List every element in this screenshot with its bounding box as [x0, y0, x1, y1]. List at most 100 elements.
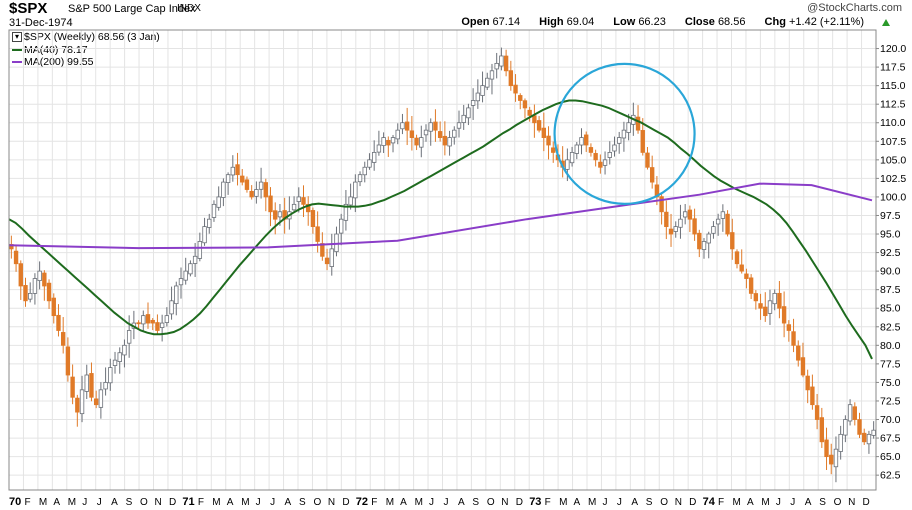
candle-body — [46, 282, 52, 302]
candle-body — [852, 406, 857, 420]
pin-icon[interactable]: ▾ — [12, 32, 22, 43]
open-value: 67.14 — [492, 16, 521, 28]
candle-body — [475, 92, 481, 102]
candle-body — [598, 161, 603, 168]
candle-body — [230, 166, 236, 176]
candle-body — [796, 345, 801, 361]
candle-body — [814, 405, 820, 420]
candle-body — [574, 144, 579, 154]
chart-legend: ▾ $SPX (Weekly) 68.56 (3 Jan) MA(40) 78.1… — [12, 31, 160, 69]
legend-ma200: MA(200) 99.55 — [12, 56, 160, 69]
candle-body — [79, 389, 85, 415]
candle-body — [414, 137, 419, 146]
candle-body — [772, 292, 777, 305]
x-tick-label: F — [371, 497, 377, 508]
candle-body — [593, 153, 598, 161]
ma40-swatch — [12, 48, 22, 51]
candle-body — [353, 181, 358, 199]
candle-body — [122, 344, 127, 356]
x-tick-label: M — [761, 497, 769, 508]
candle-body — [546, 135, 551, 146]
x-tick-label: J — [776, 497, 781, 508]
candle-body — [730, 232, 735, 250]
candle-body — [197, 241, 203, 259]
candle-body — [437, 131, 443, 138]
candle-body — [447, 137, 452, 147]
x-tick-label: M — [386, 497, 394, 508]
candle-body — [668, 228, 674, 235]
candle-body — [386, 139, 391, 146]
candle-body — [117, 352, 122, 362]
candle-body — [84, 374, 89, 392]
candle-body — [777, 292, 782, 309]
candle-body — [112, 359, 118, 366]
candle-body — [240, 175, 245, 183]
candle-body — [442, 135, 448, 146]
x-tick-label: M — [733, 497, 741, 508]
x-tick-label: J — [270, 497, 275, 508]
candle-body — [843, 419, 848, 436]
candle-body — [273, 210, 278, 220]
candle-body — [108, 367, 113, 384]
x-tick-label: A — [458, 497, 465, 508]
candle-body — [145, 314, 151, 324]
candle-body — [645, 152, 650, 168]
candle-body — [301, 197, 306, 205]
candle-body — [456, 122, 462, 129]
candle-body — [348, 196, 353, 206]
x-year-label: 71 — [182, 496, 194, 508]
candle-body — [75, 397, 80, 413]
candle-body — [183, 270, 188, 281]
x-tick-label: N — [848, 497, 855, 508]
candle-body — [518, 95, 523, 101]
candle-body — [838, 433, 843, 452]
candle-body — [216, 196, 221, 208]
candle-body — [739, 264, 744, 272]
x-tick-label: J — [97, 497, 102, 508]
candle-body — [607, 152, 612, 158]
chart-date: 31-Dec-1974 — [9, 17, 73, 29]
candle-body — [310, 210, 316, 228]
high-value: 69.04 — [566, 16, 595, 28]
open-label: Open — [461, 16, 490, 28]
candle-body — [188, 263, 193, 275]
candle-body — [320, 243, 325, 257]
y-tick-label: 115.0 — [880, 80, 906, 92]
candle-body — [824, 439, 829, 458]
x-tick-label: S — [126, 497, 133, 508]
candle-body — [159, 322, 165, 328]
x-tick-label: A — [631, 497, 638, 508]
candle-body — [390, 137, 396, 144]
candle-body — [800, 357, 806, 376]
candle-body — [678, 218, 683, 228]
x-tick-label: D — [342, 497, 349, 508]
y-tick-label: 117.5 — [880, 62, 906, 74]
y-tick-label: 87.5 — [880, 284, 901, 296]
x-year-label: 74 — [703, 496, 716, 508]
candle-body — [268, 195, 273, 213]
x-tick-label: O — [140, 497, 148, 508]
candle-body — [51, 297, 56, 317]
candle-body — [277, 211, 283, 218]
candle-body — [687, 209, 693, 220]
y-tick-label: 82.5 — [880, 321, 901, 333]
brand-watermark[interactable]: @StockCharts.com — [807, 2, 902, 14]
candle-body — [93, 398, 99, 406]
candle-body — [522, 100, 528, 109]
candle-body — [18, 263, 23, 287]
candle-body — [381, 137, 386, 146]
candle-body — [60, 332, 66, 346]
y-tick-label: 110.0 — [880, 117, 906, 129]
candle-body — [480, 85, 485, 96]
x-tick-label: F — [545, 497, 551, 508]
x-tick-label: D — [169, 497, 176, 508]
highlight-circle — [553, 62, 696, 205]
candle-body — [786, 324, 792, 331]
x-tick-label: N — [155, 497, 162, 508]
candle-body — [70, 376, 75, 398]
x-tick-label: D — [689, 497, 696, 508]
candle-body — [635, 116, 641, 131]
candle-body — [626, 122, 631, 133]
y-tick-label: 95.0 — [880, 229, 901, 241]
